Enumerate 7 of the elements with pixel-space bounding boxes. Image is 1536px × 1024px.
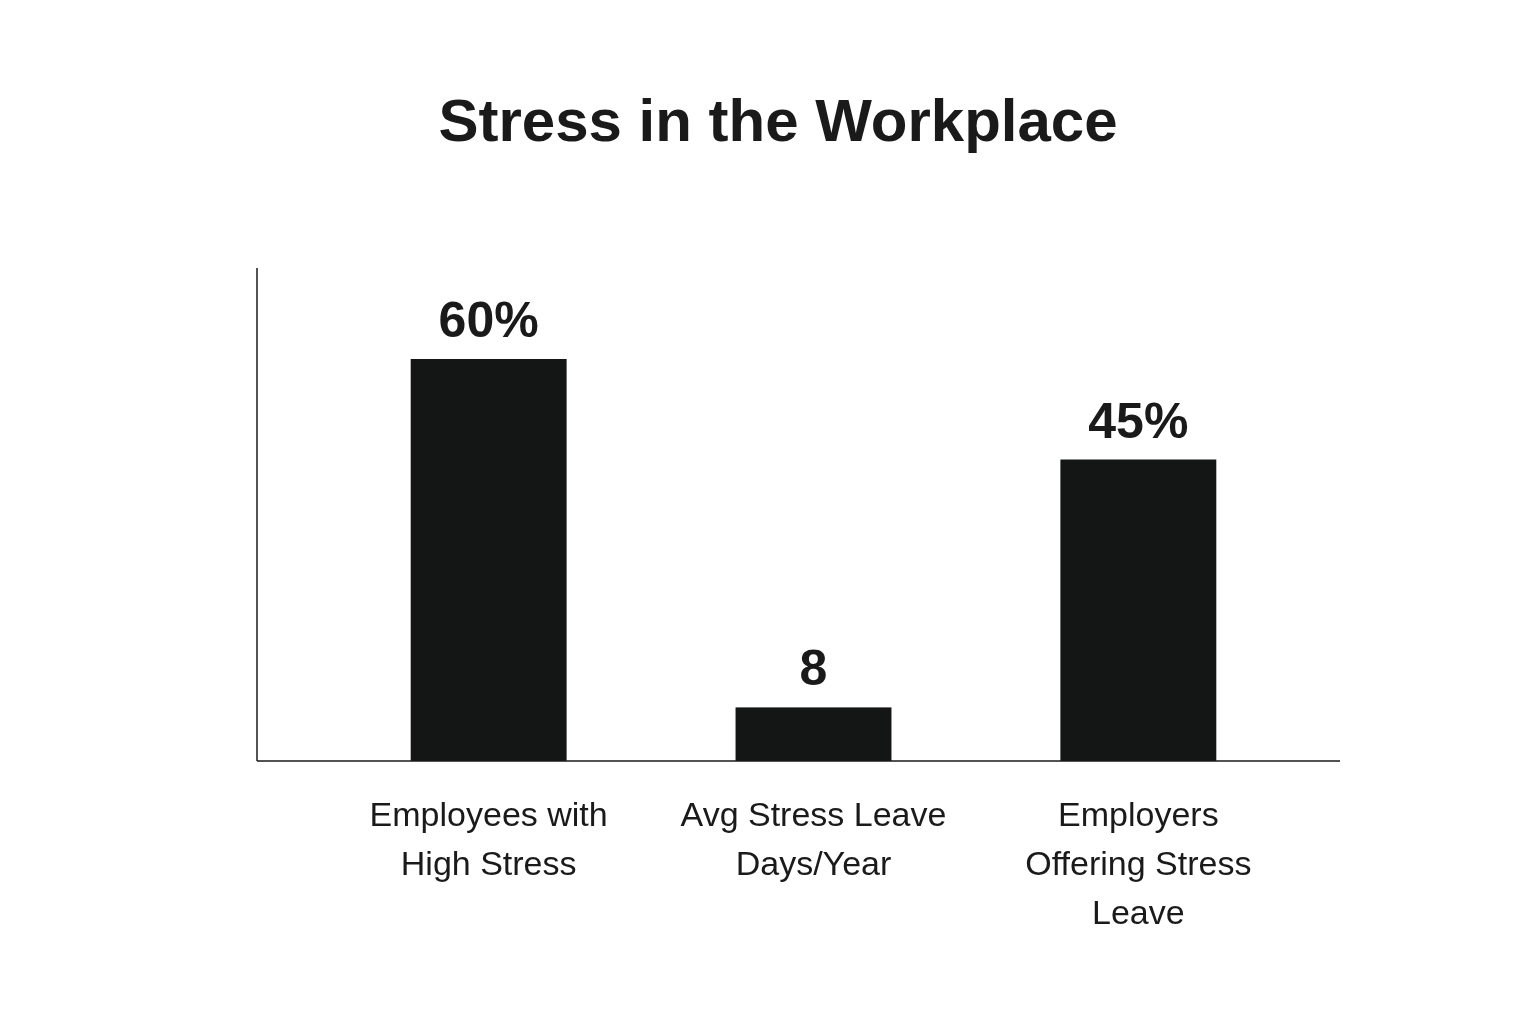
chart-title: Stress in the Workplace — [438, 87, 1118, 154]
data-label: 8 — [799, 640, 828, 697]
data-label: 45% — [1088, 392, 1189, 449]
x-tick-label: Employers Offering Stress Leave — [1025, 795, 1252, 931]
x-tick-label: Avg Stress Leave Days/Year — [680, 795, 947, 882]
x-tick-label: Employees with High Stress — [369, 795, 608, 882]
data-label: 60% — [438, 292, 539, 348]
